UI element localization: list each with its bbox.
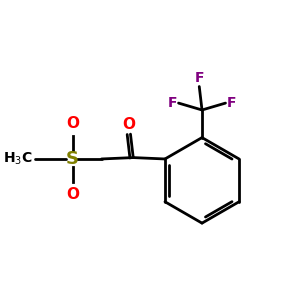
Text: O: O [66,187,79,202]
Text: O: O [122,117,135,132]
Text: O: O [66,116,79,131]
Text: F: F [194,71,204,85]
Text: F: F [227,96,236,110]
Text: S: S [66,150,79,168]
Text: H$_3$C: H$_3$C [3,151,32,167]
Text: F: F [168,96,177,110]
